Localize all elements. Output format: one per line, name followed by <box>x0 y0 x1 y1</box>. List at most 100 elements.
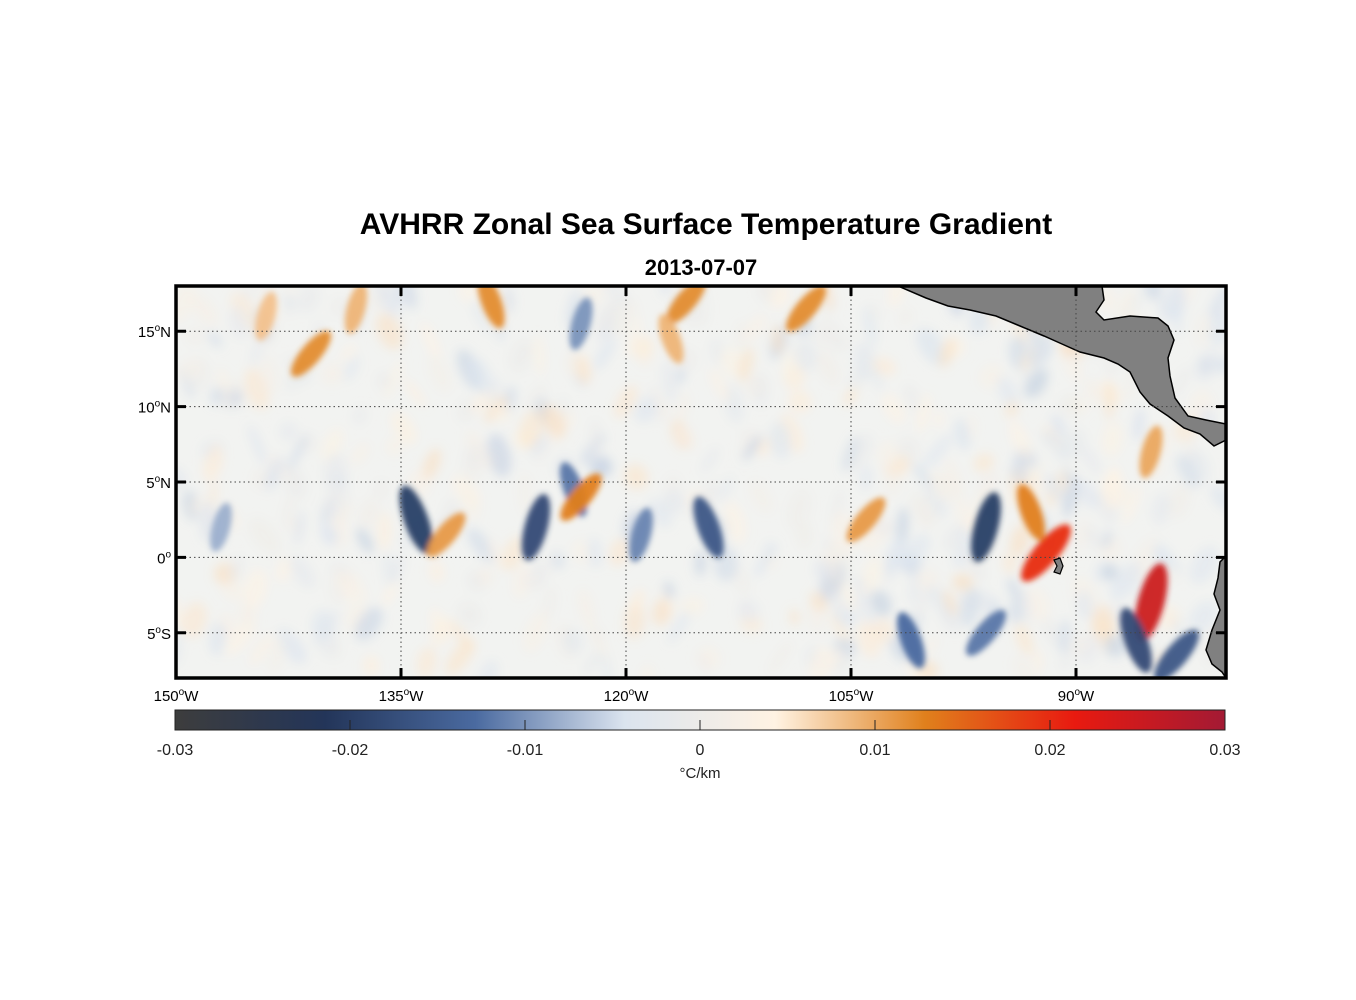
gradient-feature <box>785 286 827 332</box>
texture-blob <box>400 286 418 310</box>
texture-blob <box>780 414 804 453</box>
texture-blob <box>1157 605 1180 631</box>
tick-label: 5oS <box>147 625 171 643</box>
texture-blob <box>587 537 603 568</box>
gradient-feature <box>629 507 653 562</box>
texture-blob <box>895 507 910 545</box>
texture-blob <box>737 347 755 383</box>
texture-blob <box>279 422 298 441</box>
texture-blob <box>249 633 275 666</box>
texture-blob <box>938 337 957 368</box>
texture-blob <box>289 555 315 588</box>
tick-label: 0o <box>157 549 171 567</box>
texture-blob <box>959 588 981 628</box>
texture-blob <box>229 305 249 339</box>
texture-blob <box>698 652 710 675</box>
texture-blob <box>275 557 293 582</box>
texture-blob <box>1033 649 1043 674</box>
gradient-feature <box>426 512 466 558</box>
texture-blob <box>1062 467 1076 487</box>
texture-blob <box>373 481 389 499</box>
texture-blob <box>927 470 951 501</box>
texture-blob <box>404 379 426 408</box>
texture-blob <box>186 327 205 345</box>
texture-blob <box>718 476 733 502</box>
texture-blob <box>477 568 495 585</box>
texture-blob <box>269 635 287 674</box>
texture-blob <box>429 559 444 583</box>
texture-blob <box>176 286 197 322</box>
texture-blob <box>600 286 631 309</box>
texture-blob <box>228 556 244 582</box>
texture-blob <box>743 314 767 342</box>
chart-subtitle: 2013-07-07 <box>645 255 758 280</box>
texture-blob <box>243 568 268 610</box>
texture-blob <box>768 286 791 309</box>
texture-blob <box>796 520 813 550</box>
texture-blob <box>732 566 750 595</box>
texture-blob <box>583 649 604 675</box>
texture-blob <box>903 384 921 410</box>
texture-blob <box>230 292 259 330</box>
gradient-feature <box>560 473 602 521</box>
texture-blob <box>590 419 602 462</box>
texture-blob <box>1208 286 1226 319</box>
texture-blob <box>831 511 856 555</box>
texture-blob <box>952 573 974 591</box>
texture-blob <box>634 397 657 423</box>
texture-blob <box>358 498 380 529</box>
texture-blob <box>202 444 223 483</box>
texture-blob <box>519 473 532 516</box>
texture-blob <box>862 306 877 346</box>
texture-blob <box>742 434 762 461</box>
texture-blob <box>408 470 431 498</box>
texture-blob <box>1079 444 1101 474</box>
texture-blob <box>457 399 476 422</box>
texture-blob <box>466 357 494 396</box>
texture-blob <box>1075 479 1101 509</box>
texture-blob <box>377 512 392 551</box>
texture-blob <box>283 466 306 499</box>
texture-blob <box>686 311 698 328</box>
texture-blob <box>1132 408 1145 441</box>
texture-blob <box>973 453 994 472</box>
texture-blob <box>1153 543 1170 571</box>
texture-blob <box>849 358 873 390</box>
texture-blob <box>767 424 790 453</box>
texture-blob <box>509 338 534 373</box>
texture-blob <box>344 571 367 603</box>
x-tick-labels: 150oW 135oW 120oW 105oW 90oW <box>154 687 1095 705</box>
gradient-feature <box>1134 563 1168 642</box>
texture-blob <box>1102 469 1123 510</box>
texture-blob <box>486 433 512 477</box>
texture-blob <box>668 606 693 643</box>
gradient-feature <box>255 291 277 341</box>
texture-blob <box>248 517 281 555</box>
texture-blob <box>854 596 877 625</box>
texture-blob <box>1195 313 1213 347</box>
texture-blob <box>590 626 605 648</box>
texture-blob <box>565 289 581 328</box>
texture-blob <box>916 393 931 433</box>
texture-blob <box>602 652 612 678</box>
texture-blob <box>375 286 401 319</box>
texture-blob <box>899 309 912 325</box>
tick-label: 5oN <box>146 474 171 492</box>
texture-blob <box>942 589 958 616</box>
texture-blob <box>1171 367 1190 397</box>
texture-blob <box>922 434 953 469</box>
texture-blob <box>1010 461 1029 484</box>
texture-blob <box>286 433 309 473</box>
texture-blob <box>595 299 618 334</box>
tick-label: 105oW <box>829 687 875 705</box>
texture-blob <box>225 620 255 656</box>
texture-blob <box>376 372 392 390</box>
gradient-feature <box>896 612 926 669</box>
texture-blob <box>916 569 939 591</box>
land-galapagos <box>1053 557 1064 575</box>
gradient-feature <box>846 497 886 542</box>
texture-blob <box>847 434 873 472</box>
colorbar-ticks: -0.03 -0.02 -0.01 0 0.01 0.02 0.03 <box>157 720 1241 759</box>
texture-blob <box>676 392 689 426</box>
texture-blob <box>700 447 720 473</box>
